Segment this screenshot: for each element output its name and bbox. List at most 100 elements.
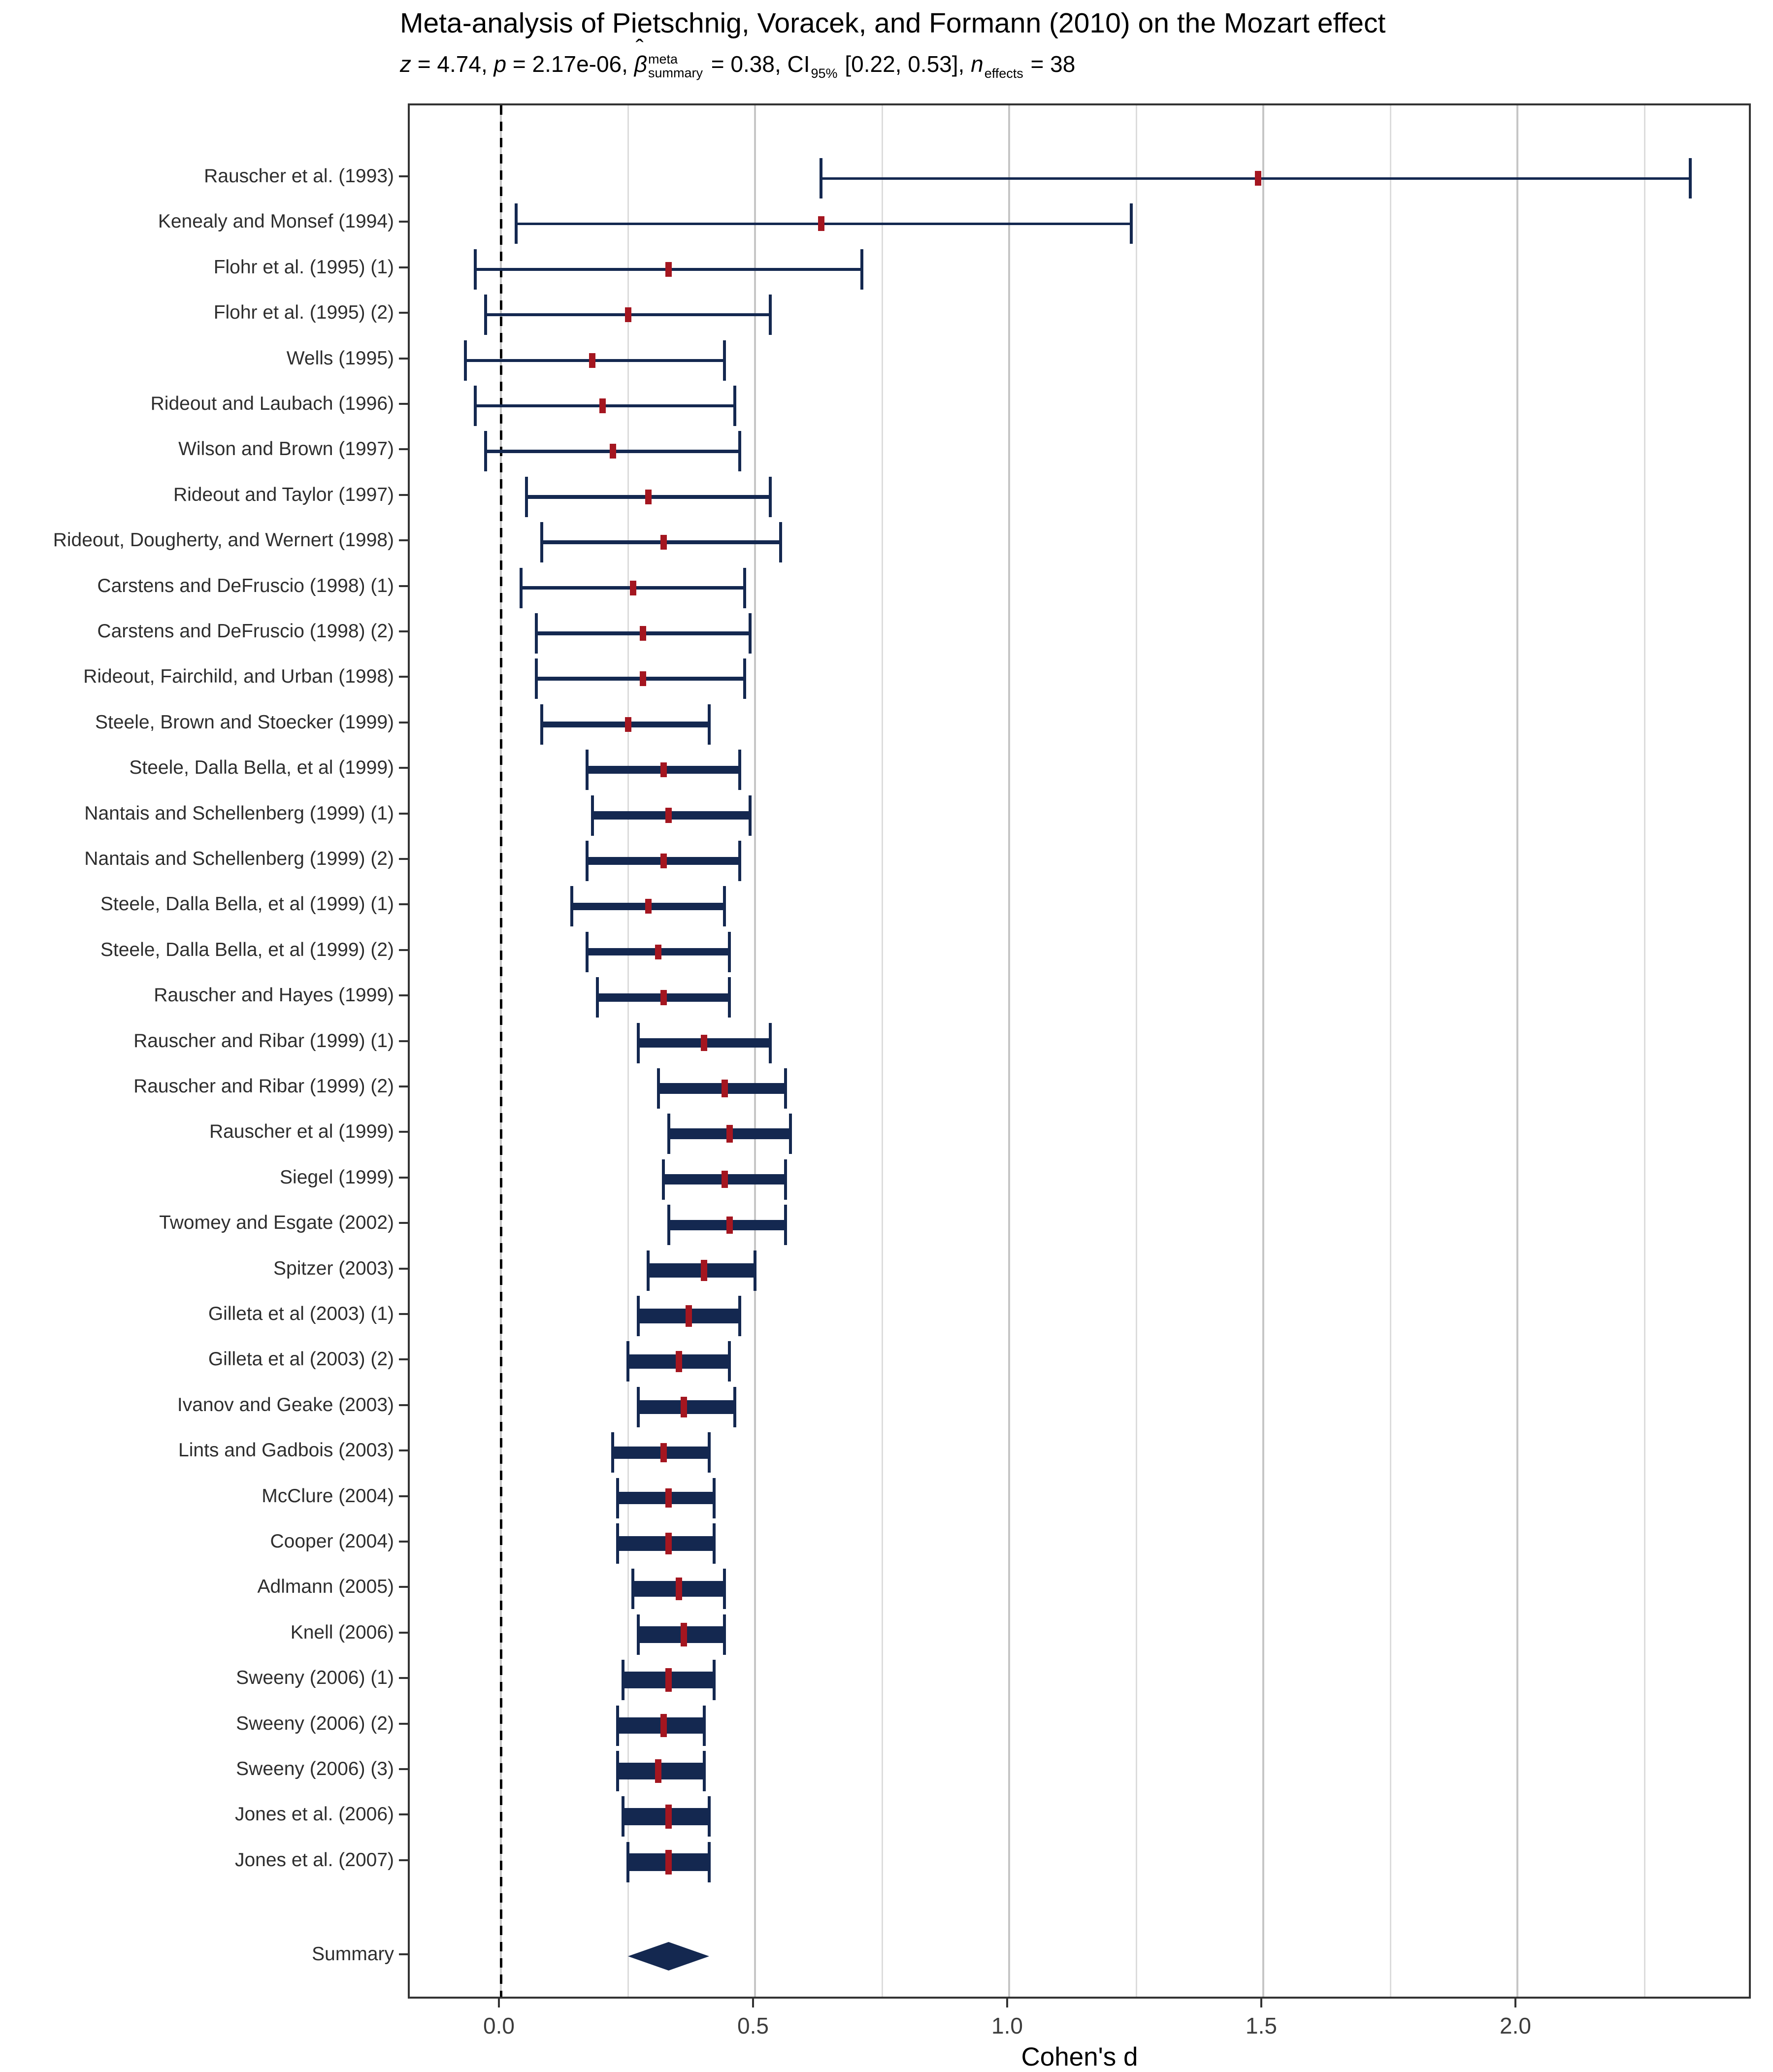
y-axis-tick	[399, 403, 408, 405]
study-label: Jones et al. (2006)	[234, 1804, 394, 1825]
plot-panel	[408, 103, 1751, 1999]
study-label: Twomey and Esgate (2002)	[159, 1212, 394, 1234]
x-axis-tick	[752, 1999, 754, 2007]
n-subscript: effects	[984, 66, 1023, 81]
y-axis-tick	[399, 1495, 408, 1497]
y-axis-tick	[399, 1449, 408, 1452]
ci-cap-low	[636, 1386, 640, 1427]
ci-cap-high	[784, 1159, 787, 1200]
estimate-tick	[599, 398, 606, 413]
y-axis-tick	[399, 1586, 408, 1588]
study-label: Lints and Gadbois (2003)	[178, 1440, 394, 1461]
ci-cap-high	[784, 1205, 787, 1246]
estimate-tick	[721, 1080, 728, 1097]
ci-cap-high	[768, 1022, 772, 1063]
ci-cap-low	[636, 1022, 640, 1063]
study-label: Rauscher et al (1999)	[209, 1121, 394, 1143]
ci-cap-high	[1688, 158, 1692, 198]
study-label: Spitzer (2003)	[273, 1257, 394, 1279]
p-symbol: p	[493, 51, 507, 77]
ci-cap-low	[667, 1114, 670, 1154]
y-axis-tick	[399, 1813, 408, 1816]
gridline-major	[754, 105, 756, 1997]
study-label: Steele, Brown and Stoecker (1999)	[95, 711, 394, 733]
y-axis-tick	[399, 1541, 408, 1543]
estimate-tick	[660, 535, 667, 550]
y-axis-tick	[399, 1859, 408, 1861]
ci-cap-high	[738, 841, 742, 881]
ci-cap-high	[779, 522, 782, 563]
n-value: = 38	[1024, 51, 1076, 77]
x-tick-label: 0.5	[737, 2013, 769, 2039]
ci-cap-high	[768, 295, 772, 335]
estimate-tick	[681, 1622, 688, 1646]
estimate-tick	[624, 717, 631, 732]
ci-cap-low	[474, 386, 477, 426]
x-tick-label: 2.0	[1500, 2013, 1531, 2039]
y-axis-tick	[399, 175, 408, 177]
ci-cap-high	[702, 1705, 706, 1746]
study-label: Carstens and DeFruscio (1998) (1)	[97, 575, 394, 596]
ci-cap-low	[636, 1614, 640, 1655]
y-axis-tick	[399, 1953, 408, 1956]
ci-cap-low	[484, 295, 488, 335]
estimate-tick	[665, 1668, 672, 1692]
y-axis-tick	[399, 448, 408, 451]
ci-cap-low	[626, 1842, 629, 1882]
study-label: Ivanov and Geake (2003)	[177, 1394, 394, 1415]
ci-cap-high	[743, 567, 747, 608]
study-label: Sweeny (2006) (3)	[236, 1758, 394, 1779]
p-value: = 2.17e-06,	[506, 51, 634, 77]
estimate-tick	[665, 808, 672, 823]
chart-subtitle: z = 4.74, p = 2.17e-06, ˆ β meta summary = …	[400, 35, 1076, 89]
study-label: Rauscher and Hayes (1999)	[154, 985, 394, 1006]
gridline-minor	[627, 105, 629, 1997]
estimate-tick	[701, 1260, 708, 1281]
ci-cap-high	[768, 476, 772, 517]
ci-cap-low	[662, 1159, 665, 1200]
x-axis-tick	[1514, 1999, 1516, 2007]
gridline-major	[1262, 105, 1264, 1997]
estimate-tick	[721, 1171, 728, 1188]
ci-cap-low	[631, 1569, 635, 1610]
summary-diamond	[628, 1942, 710, 1971]
y-axis-tick	[399, 812, 408, 815]
study-label: Sweeny (2006) (2)	[236, 1712, 394, 1734]
estimate-tick	[609, 444, 616, 459]
y-axis-tick	[399, 493, 408, 496]
ci-cap-high	[713, 1660, 716, 1701]
ci-cap-high	[708, 704, 711, 745]
ci-cap-low	[616, 1705, 620, 1746]
y-axis-tick	[399, 1040, 408, 1042]
estimate-tick	[675, 1578, 682, 1601]
y-axis-tick	[399, 1404, 408, 1406]
study-label: Gilleta et al (2003) (2)	[208, 1348, 394, 1370]
study-label: McClure (2004)	[262, 1485, 394, 1507]
ci-cap-low	[626, 1341, 629, 1382]
study-label: Rideout, Dougherty, and Wernert (1998)	[53, 529, 394, 551]
ci-cap-high	[733, 386, 736, 426]
y-axis-tick	[399, 357, 408, 360]
ci-cap-low	[535, 613, 538, 654]
x-axis-tick	[1006, 1999, 1008, 2007]
ci-cap-low	[520, 567, 523, 608]
ci-cap-high	[743, 658, 747, 699]
study-label: Flohr et al. (1995) (2)	[213, 302, 394, 324]
y-axis-tick	[399, 1768, 408, 1770]
study-label: Wilson and Brown (1997)	[178, 438, 394, 460]
estimate-tick	[665, 1805, 672, 1829]
estimate-tick	[660, 762, 667, 778]
study-label: Rideout, Fairchild, and Urban (1998)	[83, 666, 394, 688]
estimate-tick	[624, 307, 631, 323]
study-label: Steele, Dalla Bella, et al (1999) (1)	[100, 893, 394, 915]
estimate-tick	[640, 671, 647, 687]
estimate-tick	[726, 1216, 733, 1234]
study-label: Adlmann (2005)	[257, 1576, 394, 1598]
estimate-tick	[589, 353, 596, 368]
estimate-tick	[660, 989, 667, 1005]
study-label: Nantais and Schellenberg (1999) (2)	[84, 848, 394, 869]
ci-cap-low	[616, 1478, 620, 1518]
study-label: Gilleta et al (2003) (1)	[208, 1303, 394, 1324]
y-axis-tick	[399, 1313, 408, 1315]
